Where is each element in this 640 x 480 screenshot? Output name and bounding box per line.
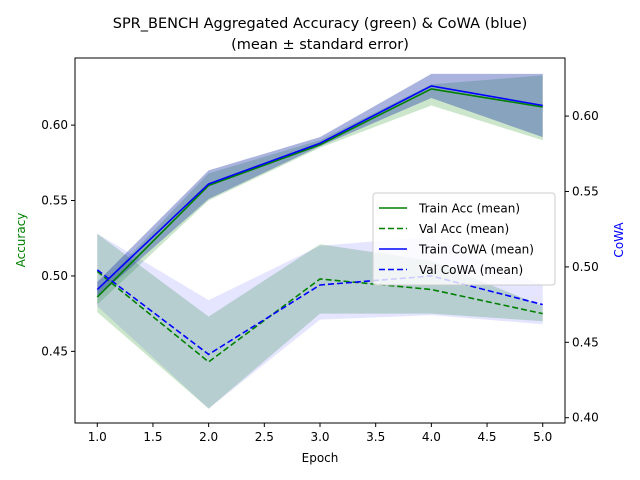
y-right-tick-label: 0.40: [572, 411, 599, 425]
y-axis-left: 0.45 0.50 0.55 0.60: [41, 118, 75, 358]
x-axis-label: Epoch: [302, 451, 339, 465]
x-tick-label: 1.5: [143, 430, 162, 444]
x-axis: 1.0 1.5 2.0 2.5 3.0 3.5 4.0 4.5 5.0: [88, 423, 552, 444]
x-tick-label: 1.0: [88, 430, 107, 444]
series-line: [96, 270, 543, 363]
series-line: [96, 88, 543, 298]
chart-subtitle: (mean ± standard error): [231, 37, 409, 53]
y-left-tick-label: 0.55: [41, 194, 68, 208]
legend-entry: Train Acc (mean): [418, 202, 520, 216]
y-left-tick-label: 0.45: [41, 344, 68, 358]
x-tick-label: 4.5: [477, 430, 496, 444]
y-left-tick-label: 0.60: [41, 118, 68, 132]
legend-entry: Train CoWA (mean): [418, 243, 534, 257]
y-axis-right: 0.40 0.45 0.50 0.55 0.60: [565, 109, 599, 425]
y-axis-label-left: Accuracy: [14, 213, 28, 268]
x-tick-label: 2.0: [199, 430, 218, 444]
x-tick-label: 3.5: [366, 430, 385, 444]
legend-entry: Val Acc (mean): [419, 222, 509, 236]
legend-box: [372, 192, 556, 286]
error-band-overlay: [97, 73, 543, 298]
y-left-tick-label: 0.50: [41, 269, 68, 283]
legend-entry: Val CoWA (mean): [419, 263, 523, 277]
x-tick-label: 5.0: [533, 430, 552, 444]
y-right-tick-label: 0.45: [572, 335, 599, 349]
y-axis-label-right: CoWA: [612, 222, 626, 258]
y-right-tick-label: 0.60: [572, 109, 599, 123]
x-tick-label: 3.0: [310, 430, 329, 444]
y-right-tick-label: 0.55: [572, 184, 599, 198]
series-line: [96, 85, 543, 291]
error-band: [97, 73, 543, 298]
series-line: [96, 269, 543, 356]
y-right-tick-label: 0.50: [572, 260, 599, 274]
x-tick-label: 2.5: [255, 430, 274, 444]
chart-title: SPR_BENCH Aggregated Accuracy (green) & …: [113, 16, 528, 32]
series-lines: [96, 85, 543, 363]
x-tick-label: 4.0: [422, 430, 441, 444]
legend: Train Acc (mean) Val Acc (mean) Train CoWA…: [372, 192, 556, 286]
